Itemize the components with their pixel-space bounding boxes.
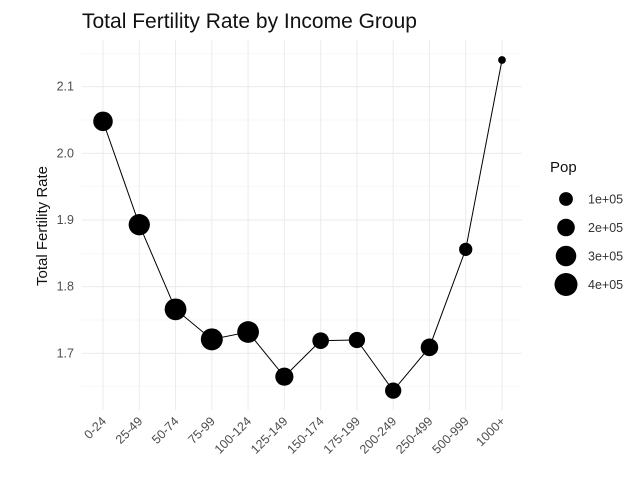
x-tick-label: 1000+: [473, 414, 508, 449]
x-tick-label: 50-74: [149, 414, 182, 447]
x-tick-label: 100-124: [212, 414, 254, 456]
x-tick-label: 200-249: [357, 414, 399, 456]
x-tick-label: 125-149: [248, 414, 290, 456]
series-line: [102, 59, 503, 392]
data-point: [164, 298, 187, 321]
data-point: [128, 214, 150, 236]
legend-label: 4e+05: [588, 278, 623, 292]
data-point: [459, 242, 473, 256]
data-point: [312, 332, 329, 349]
x-tick-label: 25-49: [113, 414, 146, 447]
y-axis-label: Total Fertility Rate: [34, 166, 51, 286]
y-tick-label: 1.7: [57, 346, 74, 360]
data-point: [420, 338, 439, 357]
data-series: [93, 56, 506, 399]
data-point: [237, 321, 259, 343]
legend-key: [555, 245, 577, 267]
data-point: [275, 367, 294, 386]
data-point: [498, 56, 506, 64]
legend-title: Pop: [550, 159, 577, 176]
x-tick-label: 75-99: [185, 414, 218, 447]
legend: Pop 1e+05 2e+05 3e+05 4e+05: [550, 159, 623, 296]
legend-label: 3e+05: [588, 250, 623, 264]
legend-key: [557, 218, 575, 237]
legend-key: [554, 273, 578, 296]
data-point: [93, 111, 113, 132]
y-tick-label: 2.0: [57, 146, 74, 160]
x-axis-ticks: 0-24 25-49 50-74 75-99100-124125-149150-174…: [82, 414, 509, 456]
x-tick-label: 500-999: [430, 414, 472, 456]
y-tick-label: 1.8: [57, 280, 74, 294]
data-point: [200, 328, 223, 351]
legend-label: 2e+05: [588, 221, 623, 235]
y-tick-label: 1.9: [57, 213, 74, 227]
x-tick-label: 175-199: [321, 414, 363, 456]
y-tick-label: 2.1: [57, 80, 74, 94]
legend-key: [559, 192, 573, 206]
x-tick-label: 150-174: [284, 414, 326, 456]
legend-label: 1e+05: [588, 193, 623, 207]
data-point: [385, 382, 402, 399]
data-point: [348, 331, 366, 349]
x-tick-label: 250-499: [393, 414, 435, 456]
chart-title: Total Fertility Rate by Income Group: [82, 10, 417, 33]
y-axis-ticks: 1.7 1.8 1.9 2.0 2.1: [57, 80, 74, 361]
x-tick-label: 0-24: [82, 414, 110, 442]
